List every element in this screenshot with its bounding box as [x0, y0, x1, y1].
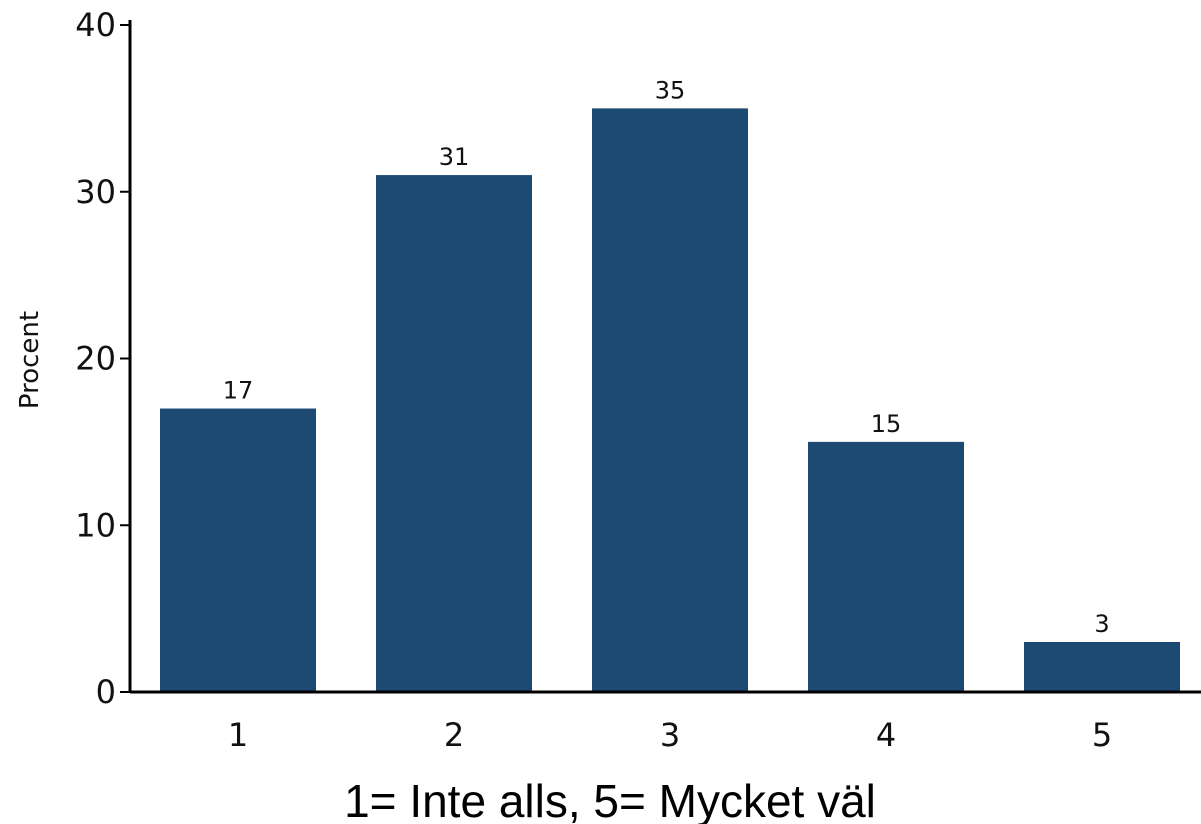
data-label-5: 3 [1094, 610, 1109, 638]
bar-3 [592, 108, 748, 692]
x-tick-label-2: 2 [444, 716, 464, 754]
x-axis-ticks: 1 2 3 4 5 [228, 716, 1112, 754]
y-tick-label-0: 0 [96, 673, 116, 711]
x-tick-label-1: 1 [228, 716, 248, 754]
bar-4 [808, 441, 964, 692]
data-label-4: 15 [871, 410, 902, 438]
y-tick-label-10: 10 [75, 506, 116, 544]
y-axis-ticks: 0 10 20 30 40 [75, 6, 130, 711]
bars-group [160, 108, 1180, 692]
y-tick-label-20: 20 [75, 340, 116, 378]
bar-5 [1024, 641, 1180, 692]
bar-1 [160, 408, 316, 692]
data-labels-group: 17 31 35 15 3 [223, 76, 1110, 638]
x-tick-label-5: 5 [1092, 716, 1112, 754]
x-tick-label-4: 4 [876, 716, 896, 754]
data-label-1: 17 [223, 377, 254, 405]
y-tick-label-40: 40 [75, 6, 116, 44]
bar-2 [376, 175, 532, 692]
y-axis-title: Procent [15, 311, 45, 409]
y-tick-label-30: 30 [75, 173, 116, 211]
data-label-2: 31 [439, 143, 470, 171]
x-axis-title: 1= Inte alls, 5= Mycket väl [344, 775, 876, 824]
x-tick-label-3: 3 [660, 716, 680, 754]
data-label-3: 35 [655, 76, 686, 104]
